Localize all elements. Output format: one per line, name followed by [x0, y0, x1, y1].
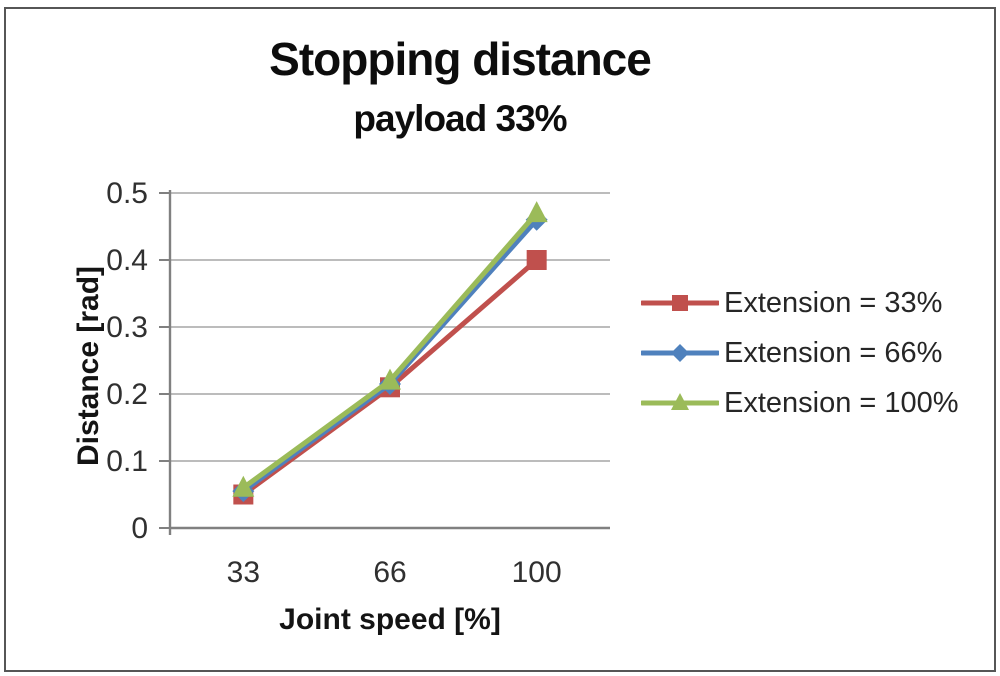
- square-marker: [672, 295, 688, 311]
- y-tick-label: 0: [131, 512, 148, 545]
- y-tick-label: 0.4: [106, 244, 148, 277]
- legend-item: Extension = 66%: [641, 328, 959, 378]
- legend-triangle-marker-icon: [641, 393, 719, 410]
- triangle-marker: [379, 368, 401, 390]
- y-axis-title: Distance [rad]: [72, 265, 105, 467]
- legend-square-marker-icon: [641, 295, 719, 311]
- legend-label: Extension = 100%: [724, 386, 959, 419]
- triangle-marker: [671, 393, 689, 410]
- y-tick-label: 0.3: [106, 311, 148, 344]
- x-tick-label: 100: [512, 556, 562, 589]
- chart-title: Stopping distance: [269, 33, 652, 85]
- legend-label: Extension = 66%: [724, 336, 943, 369]
- legend-label: Extension = 33%: [724, 286, 943, 319]
- y-tick-label: 0.1: [106, 445, 148, 478]
- x-tick-label: 33: [227, 556, 260, 589]
- legend-item: Extension = 100%: [641, 378, 959, 428]
- triangle-marker: [525, 201, 548, 223]
- triangle-marker: [232, 475, 255, 497]
- y-tick-label: 0.5: [106, 177, 148, 210]
- legend-diamond-marker-icon: [641, 344, 719, 362]
- legend-item: Extension = 33%: [641, 278, 959, 328]
- square-marker: [526, 250, 547, 270]
- x-tick-label: 66: [373, 556, 406, 589]
- x-axis-title: Joint speed [%]: [279, 603, 501, 636]
- y-tick-label: 0.2: [106, 378, 148, 411]
- series-triangle: [232, 201, 548, 497]
- series-line: [240, 210, 540, 491]
- diamond-marker: [671, 344, 689, 362]
- chart-subtitle: payload 33%: [353, 98, 567, 139]
- legend: Extension = 33% Extension = 66% Extensio…: [641, 278, 959, 428]
